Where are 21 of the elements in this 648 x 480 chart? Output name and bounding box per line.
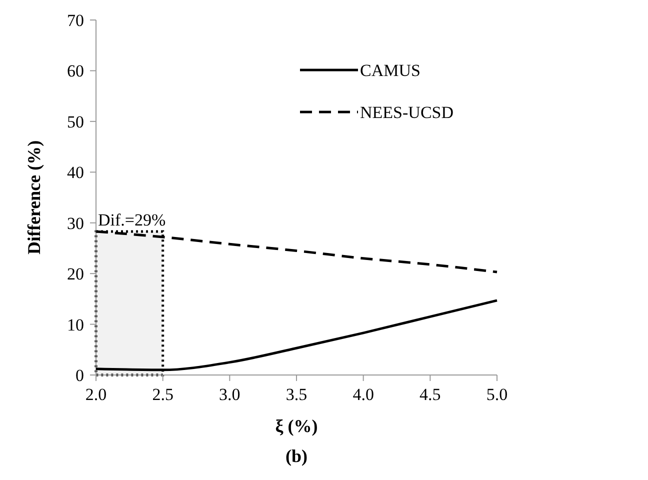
y-tick-label: 30 — [67, 214, 84, 233]
y-tick-label: 60 — [67, 62, 84, 81]
x-tick-label: 3.0 — [219, 385, 240, 404]
y-axis-title: Difference (%) — [24, 140, 44, 255]
y-tick-label: 0 — [76, 366, 84, 385]
y-tick-label: 40 — [67, 163, 84, 182]
x-tick-label: 3.5 — [286, 385, 308, 404]
x-tick-label: 4.5 — [420, 385, 441, 404]
y-tick-label: 70 — [67, 11, 84, 30]
x-tick-label: 2.0 — [85, 385, 107, 404]
x-tick-label: 2.5 — [152, 385, 174, 404]
y-tick-label: 50 — [67, 112, 84, 132]
y-tick-label: 10 — [67, 315, 84, 334]
x-tick-label: 5.0 — [486, 385, 508, 404]
y-tick-label: 20 — [67, 264, 84, 284]
legend-label: NEES-UCSD — [360, 103, 454, 122]
x-tick-label: 4.0 — [352, 385, 374, 404]
x-axis-title: ξ (%) — [275, 416, 318, 436]
legend-label: CAMUS — [360, 61, 420, 80]
text: (b) — [286, 446, 308, 466]
band-label: Dif.=29% — [98, 210, 166, 230]
